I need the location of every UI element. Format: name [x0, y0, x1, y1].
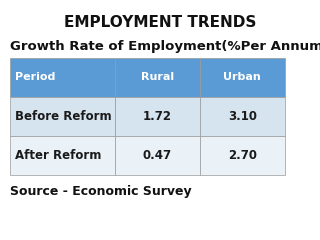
- Text: 0.47: 0.47: [143, 149, 172, 162]
- FancyBboxPatch shape: [200, 58, 285, 97]
- FancyBboxPatch shape: [115, 97, 200, 136]
- FancyBboxPatch shape: [10, 136, 115, 175]
- FancyBboxPatch shape: [115, 136, 200, 175]
- Text: Growth Rate of Employment(%Per Annum): Growth Rate of Employment(%Per Annum): [10, 40, 320, 53]
- FancyBboxPatch shape: [115, 58, 200, 97]
- Text: 2.70: 2.70: [228, 149, 257, 162]
- Text: 1.72: 1.72: [143, 110, 172, 123]
- Text: Source - Economic Survey: Source - Economic Survey: [10, 185, 192, 198]
- FancyBboxPatch shape: [200, 97, 285, 136]
- Text: Period: Period: [15, 72, 55, 83]
- Text: Urban: Urban: [223, 72, 261, 83]
- Text: EMPLOYMENT TRENDS: EMPLOYMENT TRENDS: [64, 15, 256, 30]
- FancyBboxPatch shape: [10, 58, 115, 97]
- Text: Before Reform: Before Reform: [15, 110, 112, 123]
- FancyBboxPatch shape: [200, 136, 285, 175]
- Text: After Reform: After Reform: [15, 149, 101, 162]
- Text: Rural: Rural: [140, 72, 174, 83]
- FancyBboxPatch shape: [10, 97, 115, 136]
- Text: 3.10: 3.10: [228, 110, 257, 123]
